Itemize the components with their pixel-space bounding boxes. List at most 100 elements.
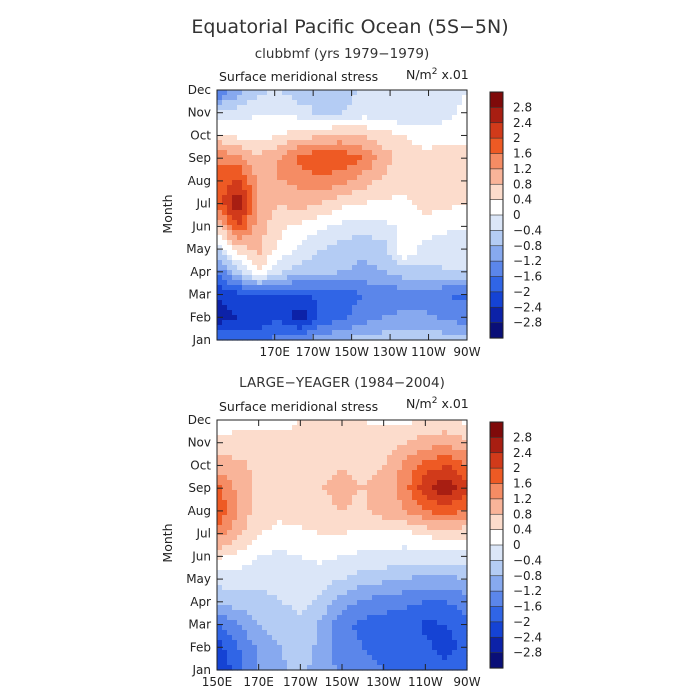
heatmap-cell <box>372 290 378 296</box>
heatmap-cell <box>307 335 313 341</box>
heatmap-cell <box>422 90 428 96</box>
heatmap-cell <box>272 600 278 606</box>
heatmap-cell <box>347 535 353 541</box>
heatmap-cell <box>347 570 353 576</box>
heatmap-cell <box>297 255 303 261</box>
heatmap-cell <box>337 260 343 266</box>
heatmap-cell <box>312 490 318 496</box>
heatmap-cell <box>257 180 263 186</box>
heatmap-cell <box>277 440 283 446</box>
heatmap-cell <box>402 260 408 266</box>
heatmap-cell <box>267 200 273 206</box>
heatmap-cell <box>367 230 373 236</box>
heatmap-cell <box>397 200 403 206</box>
heatmap-cell <box>237 295 243 301</box>
heatmap-cell <box>262 510 268 516</box>
heatmap-cell <box>262 165 268 171</box>
heatmap-cell <box>322 645 328 651</box>
heatmap-cell <box>287 465 293 471</box>
heatmap-cell <box>447 155 453 161</box>
heatmap-cell <box>332 140 338 146</box>
heatmap-cell <box>227 480 233 486</box>
heatmap-cell <box>387 200 393 206</box>
heatmap-cell <box>247 630 253 636</box>
heatmap-cell <box>402 305 408 311</box>
heatmap-cell <box>312 155 318 161</box>
heatmap-cell <box>272 305 278 311</box>
heatmap-cell <box>382 310 388 316</box>
heatmap-cell <box>252 640 258 646</box>
heatmap-cell <box>447 505 453 511</box>
heatmap-cell <box>252 530 258 536</box>
heatmap-cell <box>462 150 468 156</box>
heatmap-cell <box>417 330 423 336</box>
heatmap-cell <box>367 490 373 496</box>
heatmap-cell <box>332 280 338 286</box>
heatmap-cell <box>372 305 378 311</box>
heatmap-cell <box>292 570 298 576</box>
heatmap-cell <box>242 430 248 436</box>
heatmap-cell <box>452 595 458 601</box>
heatmap-cell <box>382 230 388 236</box>
heatmap-cell <box>292 205 298 211</box>
heatmap-cell <box>322 525 328 531</box>
heatmap-cell <box>312 560 318 566</box>
heatmap-cell <box>367 110 373 116</box>
heatmap-cell <box>367 200 373 206</box>
heatmap-cell <box>257 205 263 211</box>
heatmap-cell <box>267 515 273 521</box>
heatmap-cell <box>367 485 373 491</box>
heatmap-cell <box>387 430 393 436</box>
heatmap-cell <box>302 645 308 651</box>
heatmap-cell <box>272 130 278 136</box>
heatmap-cell <box>372 495 378 501</box>
heatmap-cell <box>232 570 238 576</box>
heatmap-cell <box>397 525 403 531</box>
heatmap-cell <box>342 205 348 211</box>
heatmap-cell <box>402 575 408 581</box>
colorbar-label: 0.4 <box>513 193 532 207</box>
heatmap-cell <box>342 90 348 96</box>
heatmap-cell <box>342 185 348 191</box>
heatmap-cell <box>317 480 323 486</box>
heatmap-cell <box>287 215 293 221</box>
heatmap-cell <box>307 250 313 256</box>
heatmap-cell <box>222 510 228 516</box>
heatmap-cell <box>282 150 288 156</box>
heatmap-cell <box>447 115 453 121</box>
heatmap-cell <box>292 140 298 146</box>
heatmap-cell <box>232 215 238 221</box>
heatmap-cell <box>442 430 448 436</box>
heatmap-cell <box>382 570 388 576</box>
heatmap-cell <box>432 185 438 191</box>
heatmap-cell <box>322 335 328 341</box>
heatmap-cell <box>442 260 448 266</box>
heatmap-cell <box>312 590 318 596</box>
heatmap-cell <box>407 635 413 641</box>
heatmap-cell <box>222 155 228 161</box>
heatmap-cell <box>457 310 463 316</box>
heatmap-cell <box>372 555 378 561</box>
heatmap-cell <box>337 490 343 496</box>
heatmap-cell <box>422 325 428 331</box>
heatmap-cell <box>387 520 393 526</box>
heatmap-cell <box>377 445 383 451</box>
heatmap-cell <box>342 320 348 326</box>
heatmap-cell <box>442 595 448 601</box>
heatmap-cell <box>422 645 428 651</box>
heatmap-cell <box>427 430 433 436</box>
heatmap-cell <box>462 465 468 471</box>
heatmap-cell <box>437 275 443 281</box>
heatmap-cell <box>397 600 403 606</box>
heatmap-cell <box>257 490 263 496</box>
heatmap-cell <box>422 165 428 171</box>
heatmap-cell <box>302 230 308 236</box>
heatmap-cell <box>447 480 453 486</box>
heatmap-cell <box>432 235 438 241</box>
heatmap-cell <box>272 475 278 481</box>
heatmap-cell <box>352 545 358 551</box>
heatmap-cell <box>407 465 413 471</box>
heatmap-cell <box>287 645 293 651</box>
heatmap-cell <box>247 645 253 651</box>
heatmap-cell <box>267 585 273 591</box>
